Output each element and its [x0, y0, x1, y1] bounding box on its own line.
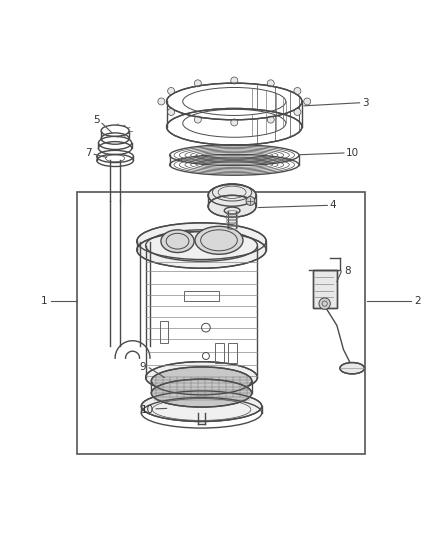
- Circle shape: [304, 98, 311, 105]
- Circle shape: [246, 197, 255, 205]
- Ellipse shape: [151, 367, 252, 395]
- Ellipse shape: [208, 195, 256, 217]
- Circle shape: [294, 108, 301, 116]
- Bar: [313, 270, 337, 308]
- Ellipse shape: [208, 184, 256, 206]
- Ellipse shape: [146, 362, 258, 393]
- Text: 2: 2: [414, 296, 421, 306]
- Bar: [228, 343, 237, 362]
- Text: 5: 5: [93, 115, 100, 125]
- Bar: [313, 270, 337, 308]
- Ellipse shape: [141, 391, 262, 422]
- Text: 8: 8: [345, 266, 351, 276]
- Circle shape: [231, 119, 238, 126]
- Circle shape: [319, 298, 330, 309]
- Bar: [215, 343, 224, 362]
- Circle shape: [168, 108, 175, 116]
- Circle shape: [194, 116, 201, 123]
- Circle shape: [158, 98, 165, 105]
- Text: 10: 10: [346, 148, 359, 158]
- Circle shape: [294, 87, 301, 94]
- Ellipse shape: [161, 230, 194, 253]
- Text: 10: 10: [141, 405, 154, 415]
- Ellipse shape: [137, 223, 266, 260]
- Bar: [160, 321, 168, 343]
- Circle shape: [194, 80, 201, 87]
- Ellipse shape: [195, 227, 243, 254]
- Bar: [77, 192, 365, 454]
- Circle shape: [168, 87, 175, 94]
- Ellipse shape: [340, 362, 364, 374]
- Circle shape: [231, 77, 238, 84]
- Bar: [184, 290, 219, 302]
- Ellipse shape: [137, 231, 266, 268]
- Text: 4: 4: [329, 200, 336, 211]
- Text: 1: 1: [41, 296, 48, 306]
- Circle shape: [267, 80, 274, 87]
- Text: 3: 3: [362, 98, 369, 108]
- Ellipse shape: [151, 379, 252, 407]
- Text: 9: 9: [139, 362, 146, 372]
- Text: 7: 7: [85, 148, 92, 158]
- Circle shape: [267, 116, 274, 123]
